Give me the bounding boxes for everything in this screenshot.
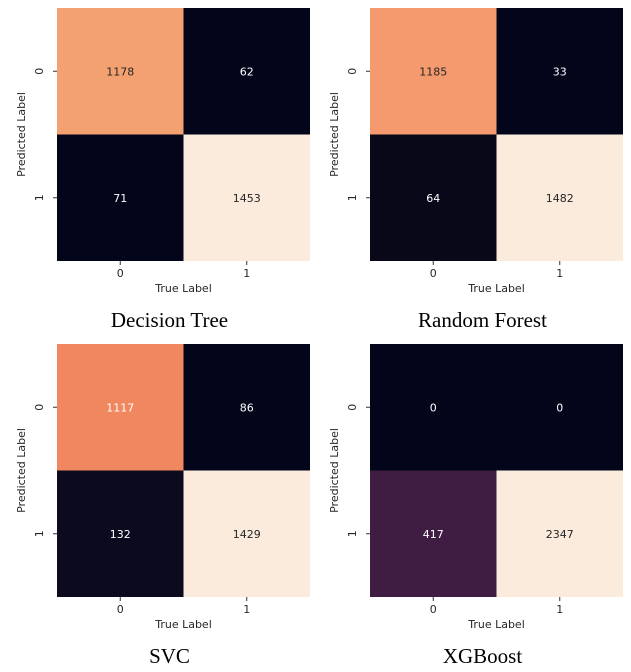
confusion-matrix-2: 1185 33 64 1482 0 1 0 1 True Label Predicted Labe… [328,8,623,332]
cell-value-label: 33 [553,65,567,78]
chart-caption: Decision Tree [111,308,228,332]
cell-value-label: 2347 [546,528,574,541]
x-tick-label: 1 [556,267,563,280]
y-axis-label: Predicted Label [15,428,28,513]
cell-value-label: 64 [426,192,440,205]
cell-value-label: 1453 [233,192,261,205]
cell-value-label: 86 [240,401,254,414]
confusion-matrix-3: 1117 86 132 1429 0 1 0 1 True Label Predicted Lab… [15,344,310,668]
cell-value-label: 417 [423,528,444,541]
y-tick-label: 1 [33,194,46,201]
x-tick-label: 0 [117,267,124,280]
cell-value-label: 1185 [419,65,447,78]
chart-caption: SVC [149,644,190,668]
confusion-matrix-1: 1178 62 71 1453 0 1 0 1 True Label Predicted Labe… [15,8,310,332]
y-tick-label: 0 [33,404,46,411]
x-axis-label: True Label [467,618,525,631]
x-tick-label: 1 [556,603,563,616]
x-axis-label: True Label [154,282,212,295]
cell-value-label: 132 [110,528,131,541]
y-tick-label: 1 [346,194,359,201]
x-tick-label: 1 [243,603,250,616]
x-tick-label: 1 [243,267,250,280]
x-axis-label: True Label [467,282,525,295]
x-tick-label: 0 [430,267,437,280]
y-axis-label: Predicted Label [328,92,341,177]
cell-value-label: 1429 [233,528,261,541]
y-axis-label: Predicted Label [15,92,28,177]
cell-value-label: 1117 [106,401,134,414]
cell-value-label: 0 [556,401,563,414]
x-tick-label: 0 [430,603,437,616]
chart-caption: Random Forest [418,308,547,332]
cell-value-label: 71 [113,192,127,205]
y-tick-label: 0 [346,68,359,75]
y-tick-label: 0 [346,404,359,411]
confusion-matrix-4: 0 0 417 2347 0 1 0 1 True Label Predicted Label XG… [328,344,623,668]
chart-caption: XGBoost [443,644,523,668]
y-tick-label: 1 [346,530,359,537]
x-tick-label: 0 [117,603,124,616]
cell-value-label: 1178 [106,65,134,78]
y-tick-label: 1 [33,530,46,537]
cell-value-label: 62 [240,65,254,78]
cell-value-label: 1482 [546,192,574,205]
y-axis-label: Predicted Label [328,428,341,513]
x-axis-label: True Label [154,618,212,631]
y-tick-label: 0 [33,68,46,75]
cell-value-label: 0 [430,401,437,414]
